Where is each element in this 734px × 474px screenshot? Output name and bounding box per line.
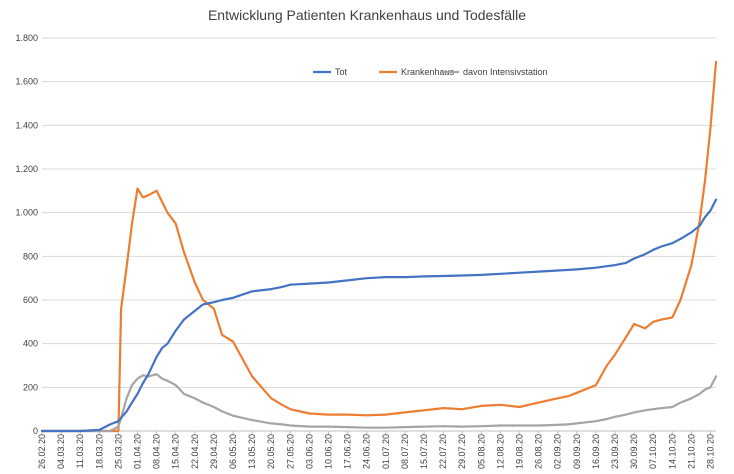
y-axis-ticks: 0 200 400 600 800 1.000 1.200 1.400 1.600 1.800 [15,33,38,436]
x-tick-label: 24.06.20 [362,434,372,469]
x-tick-label: 16.09.20 [591,434,601,469]
y-tick-label: 1.600 [15,77,38,87]
x-tick-label: 15.07.20 [419,434,429,469]
x-tick-label: 26.08.20 [534,434,544,469]
series-line-davon-intensivstation [40,373,718,433]
y-tick-label: 1.000 [15,208,38,218]
legend-entry: Krankenhaus [401,67,455,77]
x-tick-label: 26.02.20 [37,434,47,469]
x-tick-label: 14.10.20 [667,434,677,469]
x-tick-label: 29.07.20 [457,434,467,469]
x-tick-label: 02.09.20 [553,434,563,469]
x-tick-label: 15.04.20 [171,434,181,469]
x-tick-label: 11.03.20 [75,434,85,468]
y-tick-label: 0 [33,426,38,436]
x-tick-label: 17.06.20 [343,434,353,469]
x-tick-label: 18.03.20 [94,434,104,469]
x-axis-ticks: 26.02.20 04.03.20 11.03.20 18.03.20 25.03.20… [37,431,716,469]
series-line-tot [40,198,718,433]
legend: Tot Krankenhaus davon Intensivstation [313,67,548,77]
y-tick-label: 600 [23,295,38,305]
x-tick-label: 09.09.20 [572,434,582,469]
x-tick-label: 13.05.20 [247,434,257,469]
x-tick-label: 20.05.20 [266,434,276,469]
gridlines [42,37,716,432]
x-tick-label: 08.04.20 [152,434,162,469]
x-tick-label: 22.04.20 [190,434,200,469]
x-tick-label: 19.08.20 [515,434,525,469]
x-tick-label: 01.04.20 [133,434,143,469]
x-tick-label: 29.04.20 [209,434,219,469]
x-tick-label: 30.09.20 [629,434,639,469]
x-tick-label: 06.05.20 [228,434,238,469]
y-tick-label: 200 [23,382,38,392]
x-tick-label: 27.05.20 [285,434,295,469]
chart-title: Entwicklung Patienten Krankenhaus und To… [208,7,526,23]
y-tick-label: 1.800 [15,33,38,43]
x-tick-label: 01.07.20 [381,434,391,469]
series-line-krankenhaus [40,60,718,433]
x-tick-label: 10.06.20 [324,434,334,469]
x-tick-label: 07.10.20 [648,434,658,469]
y-tick-label: 1.400 [15,120,38,130]
legend-entry: davon Intensivstation [463,67,548,77]
legend-entry: Tot [335,67,348,77]
y-tick-label: 800 [23,251,38,261]
x-tick-label: 28.10.20 [706,434,716,469]
x-tick-label: 03.06.20 [304,434,314,469]
y-tick-label: 1.200 [15,164,38,174]
x-tick-label: 08.07.20 [400,434,410,469]
x-tick-label: 22.07.20 [438,434,448,469]
x-tick-label: 25.03.20 [113,434,123,469]
x-tick-label: 04.03.20 [56,434,66,469]
x-tick-label: 12.08.20 [495,434,505,469]
x-tick-label: 05.08.20 [476,434,486,469]
series-lines [40,60,718,433]
y-tick-label: 400 [23,339,38,349]
x-tick-label: 23.09.20 [610,434,620,469]
x-tick-label: 21.10.20 [686,434,696,469]
